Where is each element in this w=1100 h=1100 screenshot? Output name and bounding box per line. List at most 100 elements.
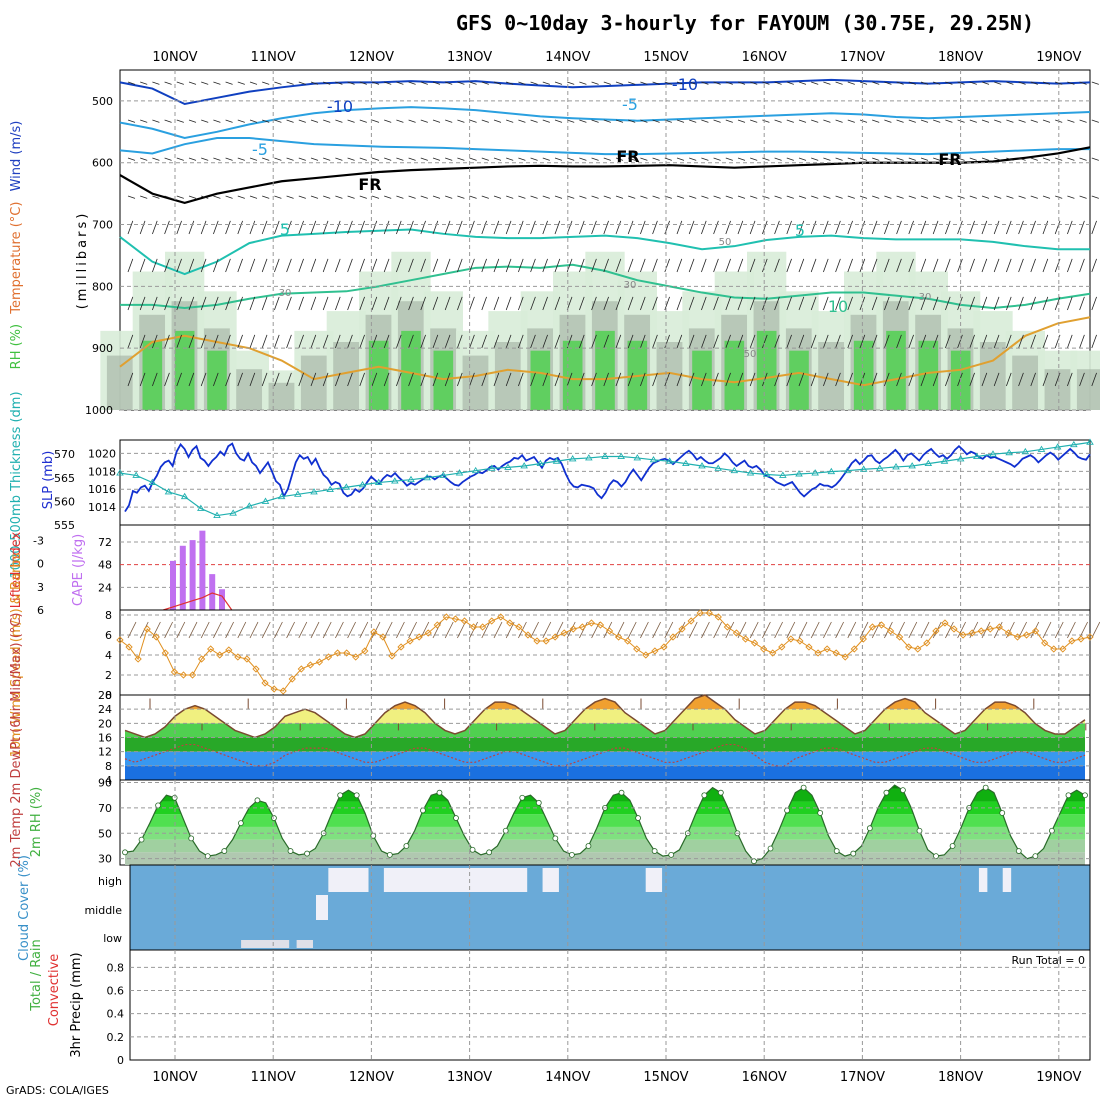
- wind-barb: [469, 119, 477, 123]
- wind-barb: [396, 119, 404, 123]
- wind-barb: [1091, 220, 1097, 235]
- wind-barb: [274, 258, 280, 273]
- wind-barb: [713, 296, 719, 311]
- wind-barb: [737, 372, 744, 387]
- wind-barb: [420, 220, 426, 235]
- wind-barb: [249, 195, 258, 199]
- wind-barb: [762, 81, 770, 85]
- wind-barb: [176, 334, 182, 349]
- wind-barb: [286, 157, 294, 161]
- wind-barb-10m: [444, 621, 454, 639]
- cloud-fill: [241, 868, 1012, 948]
- wind-barb: [505, 334, 512, 349]
- wind-barb-10m: [823, 621, 832, 639]
- wind-barb-10m: [493, 621, 503, 639]
- wind-barb: [981, 258, 988, 273]
- thickness-marker: [714, 464, 722, 471]
- wind10m-marker: [578, 623, 586, 631]
- wind10m-marker: [352, 653, 360, 661]
- wind-barb: [896, 157, 904, 161]
- date-label-bottom: 11NOV: [251, 1070, 296, 1085]
- wind-barb: [371, 372, 378, 387]
- date-label-bottom: 14NOV: [545, 1070, 590, 1085]
- wind-barb: [737, 334, 744, 349]
- wind-barb: [676, 334, 683, 349]
- wind10m-marker: [569, 625, 577, 633]
- wind-barb: [774, 372, 780, 387]
- rh-column-green: [401, 330, 421, 410]
- wind-barb: [1079, 119, 1087, 123]
- wind-barb-10m: [457, 621, 466, 639]
- wind-barb: [774, 296, 780, 311]
- wind-barb-10m: [359, 621, 369, 639]
- date-label-bottom: 16NOV: [742, 1070, 787, 1085]
- cloud-low-cell: [304, 940, 313, 948]
- cape-bar: [209, 574, 216, 610]
- wind-barb: [201, 157, 209, 161]
- wind-barb: [322, 296, 329, 311]
- wind-barb-10m: [310, 621, 320, 639]
- rh2m-marker: [386, 851, 393, 858]
- wind-barb: [945, 258, 951, 273]
- thickness-marker: [148, 478, 157, 485]
- rh2m-grid: [120, 780, 1090, 865]
- slp-line: [124, 442, 1091, 513]
- wind-barb: [652, 258, 658, 273]
- wind-barb: [1006, 258, 1012, 273]
- wind-barb: [640, 119, 648, 123]
- wind-barb: [542, 195, 550, 199]
- rh2m-marker: [916, 827, 923, 834]
- wind-barb: [859, 334, 866, 349]
- thickness-marker: [552, 457, 561, 464]
- wind-barb: [1067, 372, 1073, 387]
- wind-barb: [1042, 372, 1049, 387]
- wind10m-marker: [270, 685, 278, 693]
- upper-air-ylabel: RH (%) Temperature (°C) Wind (m/s): [9, 121, 24, 370]
- slp-tick: 1014: [88, 501, 116, 514]
- rh-column-gray: [1044, 369, 1071, 410]
- rh-column-gray: [1076, 369, 1100, 410]
- wind-barb: [750, 157, 758, 161]
- wind-barb: [945, 296, 951, 311]
- wind-barb: [140, 195, 148, 199]
- wind-barb: [542, 220, 548, 235]
- wind10m-marker: [143, 625, 151, 633]
- wind-barb: [444, 296, 451, 311]
- rh2m-marker: [717, 789, 724, 796]
- thickness-marker: [859, 465, 868, 472]
- wind-barb-10m: [859, 621, 869, 639]
- slp-ticks: 570 565 560 555 1020 1018 1016 1014: [54, 447, 116, 532]
- thickness-marker: [601, 452, 609, 459]
- thickness-marker: [989, 450, 997, 457]
- thickness-marker: [488, 464, 496, 471]
- wind-barb: [213, 195, 221, 199]
- wind-barb: [786, 258, 792, 273]
- wind-barb: [896, 119, 904, 123]
- wind-barb: [628, 195, 636, 199]
- wind-barb: [591, 372, 597, 387]
- cloud-middle-cell: [316, 895, 328, 920]
- wind-barb: [310, 195, 319, 199]
- wind-barb: [493, 119, 502, 123]
- wind-barb: [408, 258, 414, 273]
- wind-barb-10m: [225, 621, 234, 639]
- wind-barb: [993, 334, 1000, 349]
- wind-barb: [737, 296, 744, 311]
- wind-barb: [322, 258, 329, 273]
- rh-column-green: [789, 350, 809, 410]
- wind-barb: [884, 220, 890, 235]
- cloud-low-cell: [272, 940, 282, 948]
- wind-barb: [164, 220, 170, 235]
- wind-barb: [713, 334, 719, 349]
- wind-barb: [127, 372, 134, 387]
- thickness-tick: 560: [54, 495, 75, 508]
- wind-barb: [1042, 220, 1049, 235]
- wind10m-marker: [1013, 633, 1022, 641]
- wind-barb: [164, 119, 172, 123]
- wind-barb: [274, 81, 282, 85]
- wind-barb: [1054, 220, 1061, 235]
- wind-barb: [859, 157, 868, 161]
- wind-barb: [323, 119, 331, 123]
- pressure-tick-label: 900: [92, 342, 113, 355]
